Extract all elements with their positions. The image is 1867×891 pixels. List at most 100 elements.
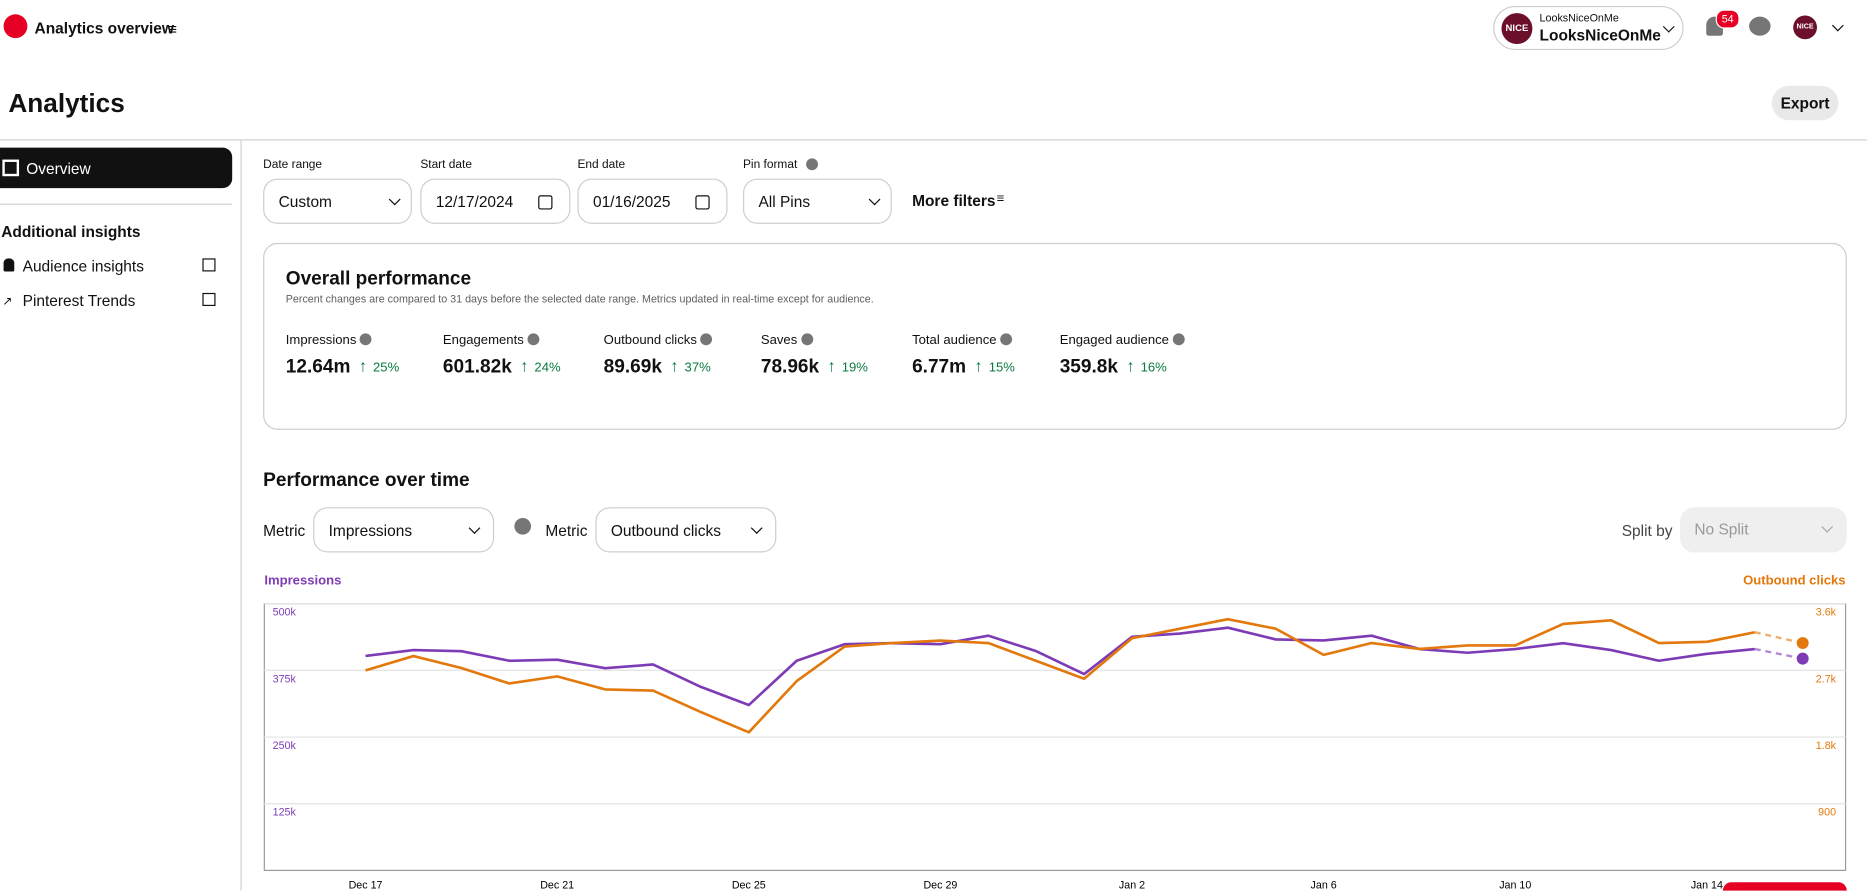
metric-value: 601.82k xyxy=(442,357,512,378)
point xyxy=(1796,652,1809,665)
chevron xyxy=(868,193,881,206)
point xyxy=(1796,637,1809,649)
filter-select[interactable]: All Pins xyxy=(742,178,892,224)
header-title[interactable]: Analytics overview xyxy=(34,19,174,37)
metric-name: Total audience xyxy=(912,333,1013,348)
x-tick-label: Dec 21 xyxy=(540,879,574,890)
metric-change: 19% xyxy=(841,360,868,376)
up-arrow: ↑ xyxy=(670,356,679,376)
metric-value: 78.96k xyxy=(760,357,820,378)
x-tick-label: Jan 10 xyxy=(1499,879,1531,890)
chevron xyxy=(388,193,401,206)
info-icon[interactable] xyxy=(1172,333,1185,346)
x-tick-label: Dec 25 xyxy=(732,879,766,890)
up-arrow: ↑ xyxy=(974,356,983,376)
external-icon xyxy=(202,258,216,272)
filter-value: All Pins xyxy=(758,192,811,211)
nav-label: Overview xyxy=(26,159,91,178)
metric-select[interactable]: Impressions xyxy=(313,507,495,553)
metric-name: Impressions xyxy=(286,333,372,348)
page-title: Analytics xyxy=(8,88,125,118)
select-value: Impressions xyxy=(328,521,413,540)
split-select[interactable]: No Split xyxy=(1680,507,1847,553)
x-tick-label: Jan 14 xyxy=(1691,879,1723,890)
nav-overview[interactable]: Overview xyxy=(0,147,233,189)
calendar-icon xyxy=(538,195,553,210)
avatar: NICE xyxy=(1501,13,1533,45)
filter-select[interactable]: 01/16/2025 xyxy=(577,178,728,224)
filter-label: Pin format xyxy=(742,158,798,172)
metric-value: 89.69k xyxy=(603,357,662,378)
remove-icon[interactable] xyxy=(514,517,532,535)
metric-label: Metric xyxy=(545,521,588,540)
y-tick-label: 500k xyxy=(273,607,297,619)
y-tick-label: 125k xyxy=(273,807,297,819)
select-value: No Split xyxy=(1694,520,1749,539)
filter-value: Custom xyxy=(278,192,332,211)
filter-label: End date xyxy=(577,158,626,172)
metric-value: 12.64m xyxy=(285,357,351,378)
x-tick-label: Jan 6 xyxy=(1311,879,1337,890)
metric-select[interactable]: Outbound clicks xyxy=(595,507,777,553)
y2-tick-label: 900 xyxy=(1818,807,1836,819)
filter-label: Start date xyxy=(420,158,472,172)
projected-line xyxy=(1754,631,1803,645)
x-tick-label: Dec 17 xyxy=(349,879,383,890)
metric-value: 359.8k xyxy=(1059,357,1118,378)
info-icon[interactable] xyxy=(700,333,713,346)
metric-name: Engaged audience xyxy=(1060,333,1185,348)
filter-value: 01/16/2025 xyxy=(592,192,671,211)
overall-card xyxy=(263,242,1847,430)
divider xyxy=(0,139,1867,141)
avatar-small[interactable]: NICE xyxy=(1793,15,1817,40)
select-value: Outbound clicks xyxy=(610,521,721,540)
series-line xyxy=(365,626,1755,707)
account-small: LooksNiceOnMe xyxy=(1539,11,1619,24)
external-icon xyxy=(202,292,216,307)
badge: 54 xyxy=(1715,9,1740,29)
more-filters[interactable]: More filters xyxy=(912,191,996,210)
red-button[interactable] xyxy=(1722,882,1847,891)
messages-icon[interactable] xyxy=(1749,16,1771,36)
overview-icon xyxy=(2,159,20,177)
metric-change: 25% xyxy=(373,360,400,376)
logo[interactable] xyxy=(3,14,28,39)
up-arrow: ↑ xyxy=(358,356,368,376)
filter-select[interactable]: 12/17/2024 xyxy=(420,178,571,224)
info-icon[interactable] xyxy=(800,333,813,346)
axis-title: Impressions xyxy=(264,573,341,588)
info-icon[interactable] xyxy=(1000,333,1013,346)
trends-icon: ↗ xyxy=(2,295,13,309)
divider xyxy=(0,203,233,205)
sidebar-divider xyxy=(240,140,242,891)
info-icon[interactable] xyxy=(806,158,819,171)
metric-change: 37% xyxy=(684,360,711,376)
metric-label: Metric xyxy=(263,521,306,540)
nav-link[interactable]: Pinterest Trends xyxy=(22,291,136,310)
calendar-icon xyxy=(695,195,710,210)
projected-line xyxy=(1754,647,1803,660)
section-title: Performance over time xyxy=(263,470,470,491)
filter-select[interactable]: Custom xyxy=(263,178,412,224)
card-note: Percent changes are compared to 31 days … xyxy=(285,292,874,305)
account-switcher[interactable]: NICE LooksNiceOnMe LooksNiceOnMe xyxy=(1493,5,1684,51)
export-button[interactable]: Export xyxy=(1771,85,1839,121)
y2-tick-label: 1.8k xyxy=(1816,740,1837,752)
metric-name: Saves xyxy=(761,333,813,348)
y-tick-label: 375k xyxy=(273,673,297,685)
info-icon[interactable] xyxy=(359,333,372,346)
filter-value: 12/17/2024 xyxy=(435,192,514,211)
menu-icon[interactable]: ≡ xyxy=(167,20,177,39)
account-name: LooksNiceOnMe xyxy=(1539,26,1661,45)
info-icon[interactable] xyxy=(527,333,540,346)
card-title: Overall performance xyxy=(285,269,472,290)
metric-name: Outbound clicks xyxy=(604,333,713,348)
metric-value: 6.77m xyxy=(912,357,967,378)
y-tick-label: 250k xyxy=(273,740,297,752)
y2-tick-label: 3.6k xyxy=(1816,607,1837,619)
filter-label: Date range xyxy=(263,158,323,172)
up-arrow: ↑ xyxy=(520,356,529,376)
nav-link[interactable]: Audience insights xyxy=(22,257,144,276)
